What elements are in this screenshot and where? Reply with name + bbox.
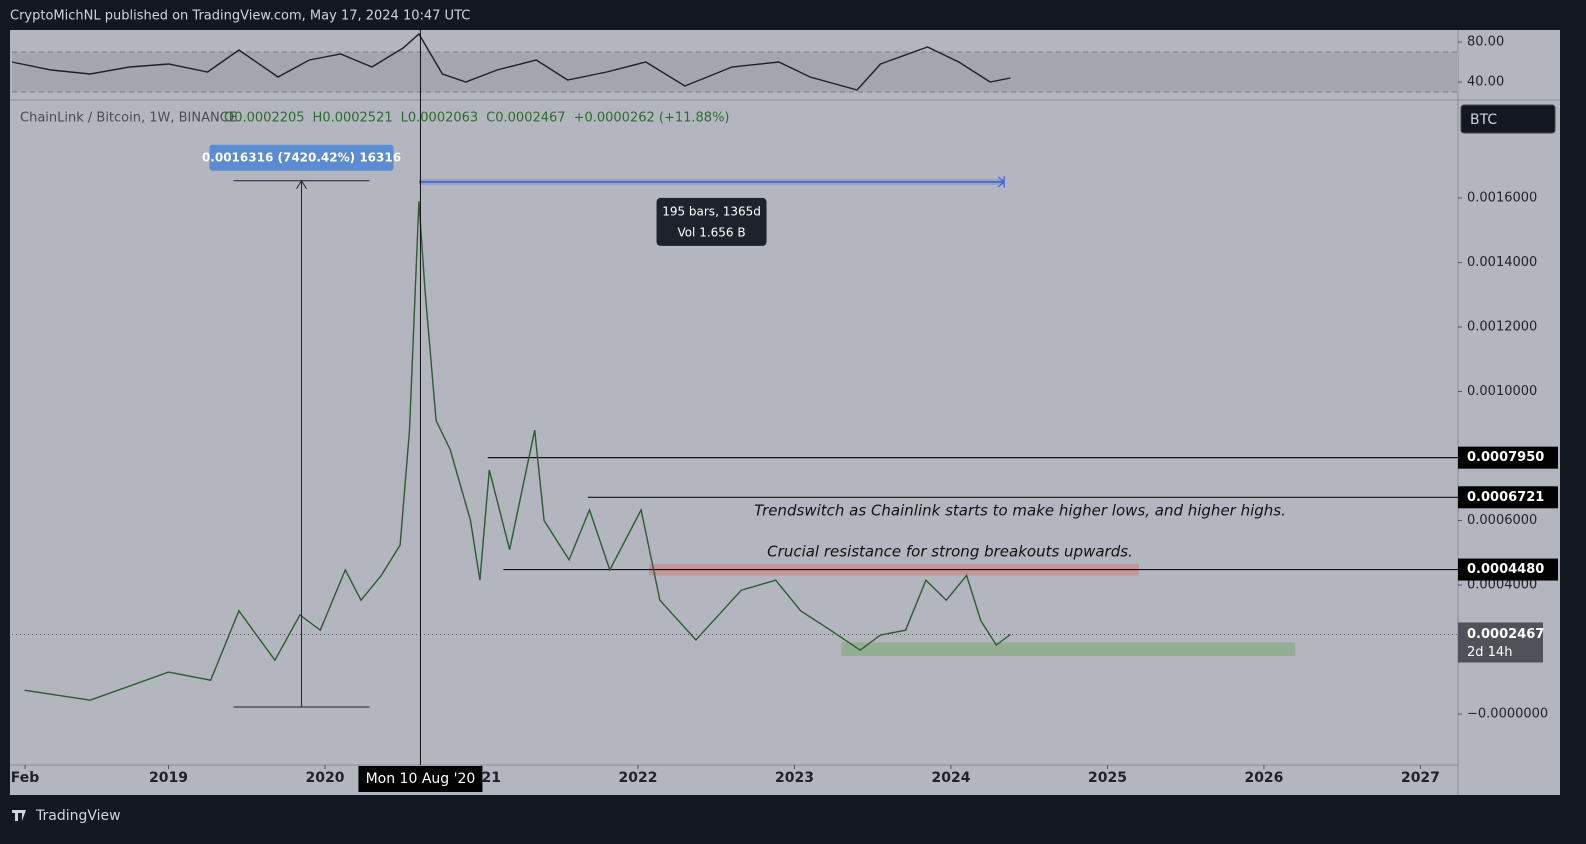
y-tick-label: 0.0004000 xyxy=(1467,578,1537,593)
level-label: 0.0007950 xyxy=(1467,450,1544,465)
x-tick-label: 2025 xyxy=(1088,770,1127,786)
y-tick-label: 0.0012000 xyxy=(1467,320,1537,335)
y-tick-label: 0.0010000 xyxy=(1467,384,1537,399)
y-tick-label: 0.0014000 xyxy=(1467,255,1537,270)
y-tick-label: 0.0006000 xyxy=(1467,513,1537,528)
x-tick-label: 2026 xyxy=(1244,770,1283,786)
chart-area xyxy=(10,30,1560,795)
crosshair-label-box xyxy=(358,766,483,792)
x-tick-label: 2019 xyxy=(149,770,188,786)
countdown: 2d 14h xyxy=(1467,645,1512,660)
last-price-box xyxy=(1458,622,1543,663)
x-tick-label: 2020 xyxy=(306,770,345,786)
x-tick-label: Feb xyxy=(11,770,40,786)
zone xyxy=(841,642,1296,656)
x-tick-label: 2027 xyxy=(1401,770,1440,786)
brand-logo xyxy=(12,810,26,821)
price-line xyxy=(11,32,1011,91)
date-range-arrow xyxy=(997,175,1005,188)
level-label: 0.0006721 xyxy=(1467,490,1544,505)
level-label-box xyxy=(1458,446,1558,469)
crosshair-label: Mon 10 Aug '20 xyxy=(366,771,476,787)
ohlc-value: H0.0002521 xyxy=(313,111,393,126)
date-range-box xyxy=(656,197,767,246)
brand: TradingView xyxy=(35,808,121,824)
y-tick-label: 0.0016000 xyxy=(1467,191,1537,206)
currency-button xyxy=(1460,104,1556,134)
measure-label-box xyxy=(209,144,394,171)
x-tick-label: 2023 xyxy=(775,770,814,786)
level-label: 0.0004480 xyxy=(1467,562,1544,577)
symbol-title: ChainLink / Bitcoin, 1W, BINANCE xyxy=(20,111,237,126)
level-label-box xyxy=(1458,558,1558,581)
ohlc-value: +0.0000262 (+11.88%) xyxy=(574,111,730,126)
annotation: Trendswitch as Chainlink starts to make … xyxy=(754,502,1286,520)
measure-label: 0.0016316 (7420.42%) 16316 xyxy=(202,150,401,164)
publish-info: CryptoMichNL published on TradingView.co… xyxy=(10,9,470,24)
level-label-box xyxy=(1458,486,1558,509)
ohlc-value: L0.0002063 xyxy=(401,111,479,126)
rsi-band xyxy=(12,52,1458,92)
date-range-bars: 195 bars, 1365d xyxy=(662,204,761,218)
last-price-label: 0.0002467 xyxy=(1467,627,1544,642)
currency-label: BTC xyxy=(1470,112,1497,128)
y-tick-label: −0.0000000 xyxy=(1467,707,1548,722)
y-tick-label: 80.00 xyxy=(1467,35,1504,50)
annotation: Crucial resistance for strong breakouts … xyxy=(767,543,1133,561)
ohlc-value: O0.0002205 xyxy=(224,111,305,126)
x-tick-label: 2022 xyxy=(618,770,657,786)
ohlc-value: C0.0002467 xyxy=(486,111,565,126)
y-tick-label: 40.00 xyxy=(1467,75,1504,90)
x-tick-label: 2024 xyxy=(931,770,970,786)
date-range-volume: Vol 1.656 B xyxy=(677,225,745,239)
